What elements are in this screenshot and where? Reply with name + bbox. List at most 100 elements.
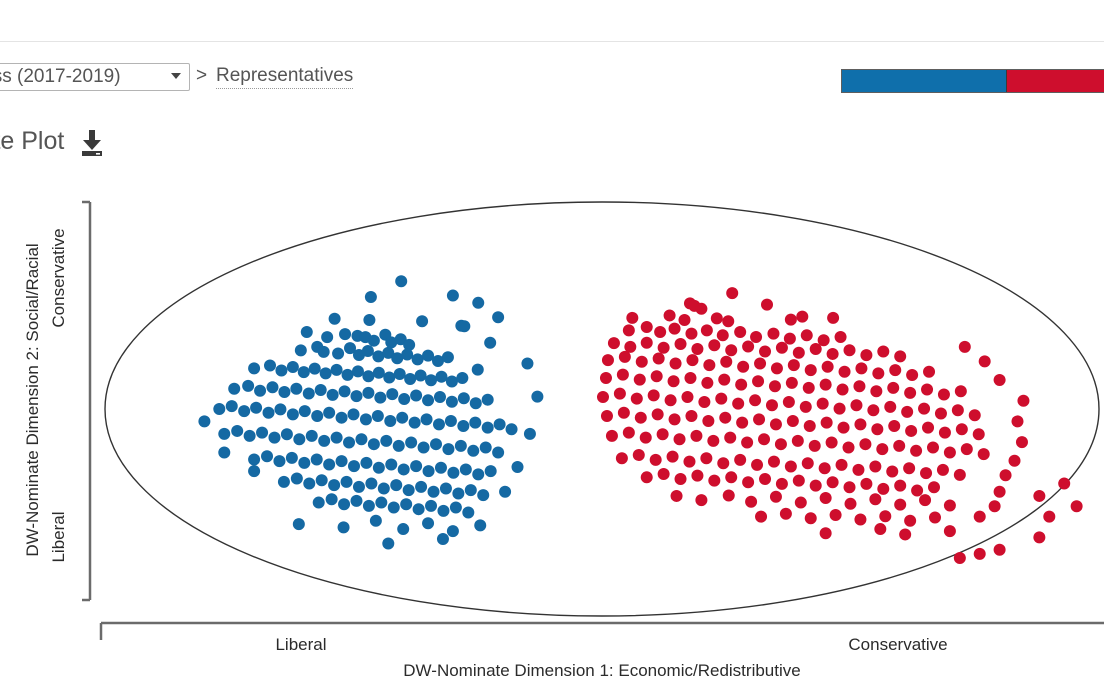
data-point[interactable]	[854, 418, 867, 431]
data-point[interactable]	[836, 383, 849, 396]
data-point[interactable]	[330, 431, 343, 444]
data-point[interactable]	[978, 355, 991, 368]
data-point[interactable]	[624, 340, 637, 353]
data-point[interactable]	[934, 407, 947, 420]
data-point[interactable]	[804, 512, 817, 525]
data-point[interactable]	[351, 365, 364, 378]
data-point[interactable]	[695, 302, 708, 315]
data-point[interactable]	[367, 438, 380, 451]
data-point[interactable]	[936, 463, 949, 476]
data-point[interactable]	[818, 462, 831, 475]
data-point[interactable]	[398, 393, 411, 406]
data-point[interactable]	[769, 418, 782, 431]
data-point[interactable]	[286, 408, 299, 421]
data-point[interactable]	[905, 424, 918, 437]
data-point[interactable]	[362, 370, 375, 383]
data-point[interactable]	[340, 475, 353, 488]
data-point[interactable]	[391, 352, 404, 365]
data-point[interactable]	[666, 450, 679, 463]
data-point[interactable]	[698, 395, 711, 408]
data-point[interactable]	[717, 457, 730, 470]
data-point[interactable]	[695, 494, 708, 507]
data-point[interactable]	[459, 463, 472, 476]
data-point[interactable]	[435, 370, 448, 383]
data-point[interactable]	[872, 367, 885, 380]
data-point[interactable]	[397, 463, 410, 476]
data-point[interactable]	[741, 436, 754, 449]
data-point[interactable]	[647, 389, 660, 402]
data-point[interactable]	[684, 371, 697, 384]
data-point[interactable]	[360, 456, 373, 469]
data-point[interactable]	[338, 385, 351, 398]
data-point[interactable]	[734, 326, 747, 338]
data-point[interactable]	[703, 359, 716, 372]
data-point[interactable]	[386, 388, 399, 401]
data-point[interactable]	[844, 497, 857, 510]
data-point[interactable]	[314, 383, 327, 396]
data-point[interactable]	[433, 390, 446, 403]
data-point[interactable]	[395, 275, 408, 288]
data-point[interactable]	[383, 371, 396, 384]
data-point[interactable]	[285, 451, 298, 464]
data-point[interactable]	[630, 392, 643, 405]
data-point[interactable]	[434, 461, 447, 474]
data-point[interactable]	[596, 390, 609, 403]
data-point[interactable]	[906, 369, 919, 382]
data-point[interactable]	[791, 434, 804, 447]
data-point[interactable]	[436, 533, 449, 545]
data-point[interactable]	[218, 427, 231, 440]
data-point[interactable]	[960, 443, 973, 456]
data-point[interactable]	[988, 500, 1001, 513]
data-point[interactable]	[605, 429, 618, 442]
data-point[interactable]	[656, 428, 669, 441]
data-point[interactable]	[1033, 531, 1046, 544]
data-point[interactable]	[311, 340, 324, 353]
data-point[interactable]	[1043, 510, 1056, 523]
data-point[interactable]	[332, 347, 345, 360]
data-point[interactable]	[783, 332, 796, 345]
data-point[interactable]	[674, 338, 687, 350]
data-point[interactable]	[685, 327, 698, 340]
data-point[interactable]	[804, 364, 817, 377]
data-point[interactable]	[993, 543, 1006, 556]
data-point[interactable]	[422, 465, 435, 478]
data-point[interactable]	[422, 517, 435, 530]
data-point[interactable]	[228, 382, 241, 395]
data-point[interactable]	[264, 359, 276, 372]
data-point[interactable]	[243, 429, 256, 442]
data-point[interactable]	[903, 462, 916, 475]
data-point[interactable]	[601, 354, 614, 367]
data-point[interactable]	[1015, 436, 1028, 449]
data-point[interactable]	[317, 345, 330, 358]
data-point[interactable]	[248, 362, 261, 375]
data-point[interactable]	[367, 334, 380, 347]
data-point[interactable]	[242, 379, 255, 392]
data-point[interactable]	[826, 347, 839, 360]
data-point[interactable]	[344, 342, 357, 355]
data-point[interactable]	[618, 350, 631, 363]
data-point[interactable]	[953, 468, 966, 481]
data-point[interactable]	[639, 431, 652, 444]
data-point[interactable]	[819, 378, 832, 391]
data-point[interactable]	[670, 489, 683, 502]
data-point[interactable]	[369, 514, 382, 527]
data-point[interactable]	[319, 367, 332, 380]
data-point[interactable]	[474, 519, 487, 532]
data-point[interactable]	[387, 501, 400, 514]
data-point[interactable]	[328, 479, 341, 492]
data-point[interactable]	[350, 390, 363, 403]
data-point[interactable]	[286, 360, 299, 373]
data-point[interactable]	[972, 428, 985, 441]
data-point[interactable]	[784, 313, 797, 326]
data-point[interactable]	[274, 403, 287, 416]
data-point[interactable]	[425, 499, 438, 512]
data-point[interactable]	[481, 393, 494, 406]
data-point[interactable]	[887, 381, 900, 394]
data-point[interactable]	[268, 431, 281, 444]
data-point[interactable]	[799, 400, 812, 413]
data-point[interactable]	[471, 363, 484, 376]
data-point[interactable]	[827, 311, 840, 324]
data-point[interactable]	[315, 474, 328, 487]
data-point[interactable]	[385, 336, 398, 349]
data-point[interactable]	[359, 331, 372, 344]
